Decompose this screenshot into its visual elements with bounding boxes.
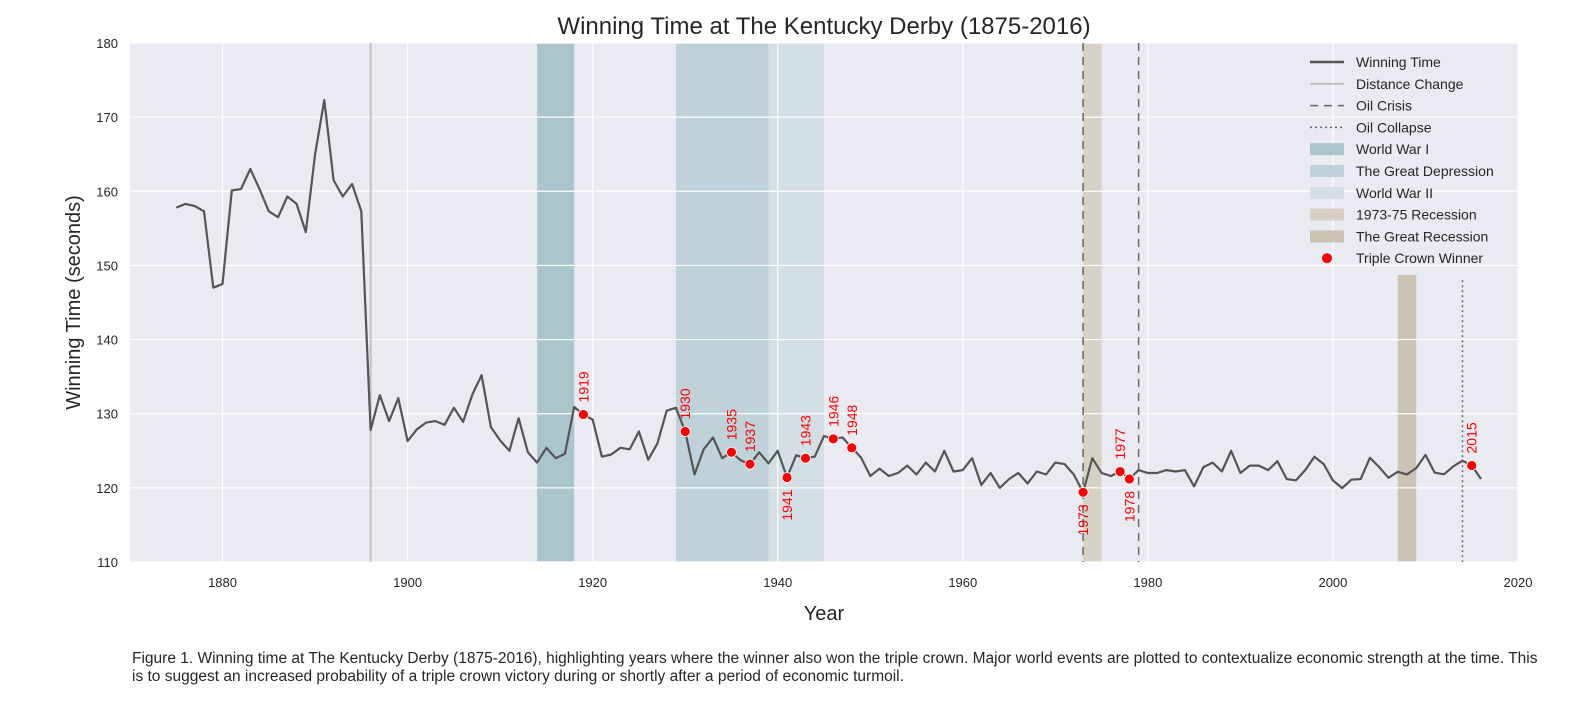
x-tick-label: 1960 xyxy=(948,575,977,590)
grid-lines xyxy=(130,42,1519,563)
legend-swatch-world-war-ii xyxy=(1310,186,1344,199)
legend: Winning Time Distance Change Oil Crisis Oil… xyxy=(1310,54,1494,266)
triple-crown-label-1943: 1943 xyxy=(797,415,813,446)
y-tick-label: 120 xyxy=(96,481,118,496)
figure-caption: Figure 1. Winning time at The Kentucky D… xyxy=(132,650,1538,685)
triple-crown-point-1978 xyxy=(1123,473,1135,485)
y-tick-label: 160 xyxy=(96,184,118,199)
triple-crown-point-1919 xyxy=(578,409,589,420)
winning-time-chart: 1919 1930 1935 1937 1941 1943 1946 1948 1973 1977… xyxy=(63,13,1532,625)
triple-crown-point-1941 xyxy=(781,472,793,483)
triple-crown-point-1943 xyxy=(800,452,811,464)
triple-crown-label-1919: 1919 xyxy=(575,371,591,402)
x-tick-label: 1880 xyxy=(208,575,237,590)
span-world-war-i xyxy=(537,43,575,562)
x-axis-ticks: 1880 1900 1920 1940 1960 1980 2000 2020 xyxy=(208,575,1532,590)
legend-swatch-the-great-depression xyxy=(1310,165,1344,177)
legend-swatch-world-war-i xyxy=(1310,143,1344,156)
triple-crown-point-1935 xyxy=(726,446,737,458)
legend-label-triple-crown-winner: Triple Crown Winner xyxy=(1356,250,1483,266)
legend-label-winning-time: Winning Time xyxy=(1356,54,1441,70)
x-tick-label: 1980 xyxy=(1133,575,1162,590)
x-tick-label: 1920 xyxy=(578,575,607,590)
triple-crown-point-1930 xyxy=(679,426,691,437)
span-the-great-depression xyxy=(675,43,769,562)
legend-label-world-war-ii: World War II xyxy=(1356,185,1433,201)
span-1973-75-recession xyxy=(1083,43,1102,562)
legend-label-1973-75-recession: 1973-75 Recession xyxy=(1356,207,1477,223)
y-tick-label: 170 xyxy=(96,110,118,125)
y-axis-ticks: 110 120 130 140 150 160 170 180 xyxy=(96,36,118,570)
x-axis-label: Year xyxy=(804,603,845,625)
legend-label-oil-collapse: Oil Collapse xyxy=(1356,119,1432,135)
triple-crown-label-1930: 1930 xyxy=(677,388,693,419)
span-world-war-ii xyxy=(768,43,824,562)
triple-crown-label-2015: 2015 xyxy=(1464,422,1480,453)
y-tick-label: 130 xyxy=(96,407,118,422)
legend-label-oil-crisis: Oil Crisis xyxy=(1356,98,1412,114)
x-tick-label: 2000 xyxy=(1318,575,1347,590)
legend-swatch-1973-75-recession xyxy=(1310,208,1344,221)
legend-label-the-great-recession: The Great Recession xyxy=(1356,228,1488,244)
x-tick-label: 2020 xyxy=(1504,575,1533,590)
triple-crown-point-2015 xyxy=(1466,460,1478,471)
legend-label-the-great-depression: The Great Depression xyxy=(1356,163,1494,179)
chart-title: Winning Time at The Kentucky Derby (1875… xyxy=(557,13,1090,40)
triple-crown-label-1973: 1973 xyxy=(1075,504,1091,535)
triple-crown-label-1977: 1977 xyxy=(1112,428,1128,459)
span-the-great-recession xyxy=(1397,275,1417,562)
x-tick-label: 1940 xyxy=(763,575,792,590)
legend-label-distance-change: Distance Change xyxy=(1356,76,1464,92)
triple-crown-point-1946 xyxy=(827,433,839,445)
y-tick-label: 140 xyxy=(96,333,118,348)
y-axis-label: Winning Time (seconds) xyxy=(63,195,85,410)
legend-swatch-triple-crown-winner xyxy=(1322,253,1332,264)
y-tick-label: 180 xyxy=(96,36,118,51)
triple-crown-label-1941: 1941 xyxy=(779,489,795,520)
event-lines xyxy=(369,43,1464,562)
y-tick-label: 150 xyxy=(96,258,118,273)
x-tick-label: 1900 xyxy=(393,575,422,590)
triple-crown-label-1946: 1946 xyxy=(825,396,841,427)
triple-crown-point-1937 xyxy=(744,458,756,470)
triple-crown-point-1973 xyxy=(1077,486,1089,498)
y-tick-label: 110 xyxy=(97,555,118,570)
triple-crown-label-1935: 1935 xyxy=(723,409,739,440)
triple-crown-label-1978: 1978 xyxy=(1121,491,1137,522)
triple-crown-markers: 1919 1930 1935 1937 1941 1943 1946 1948 1973 1977… xyxy=(575,371,1479,535)
event-spans xyxy=(537,43,1417,562)
triple-crown-label-1937: 1937 xyxy=(742,421,758,452)
triple-crown-point-1948 xyxy=(846,442,858,454)
legend-label-world-war-i: World War I xyxy=(1356,141,1429,157)
triple-crown-point-1977 xyxy=(1114,466,1126,477)
triple-crown-label-1948: 1948 xyxy=(844,404,860,435)
legend-swatch-the-great-recession xyxy=(1310,230,1344,243)
